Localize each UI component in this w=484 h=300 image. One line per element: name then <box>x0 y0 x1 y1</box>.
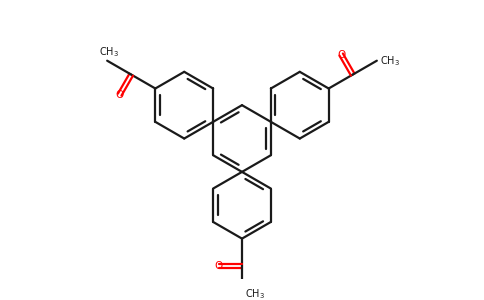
Text: CH$_3$: CH$_3$ <box>99 45 119 59</box>
Text: O: O <box>116 90 124 100</box>
Text: O: O <box>337 50 345 59</box>
Text: CH$_3$: CH$_3$ <box>379 54 400 68</box>
Text: CH$_3$: CH$_3$ <box>245 287 265 300</box>
Text: O: O <box>215 261 223 272</box>
